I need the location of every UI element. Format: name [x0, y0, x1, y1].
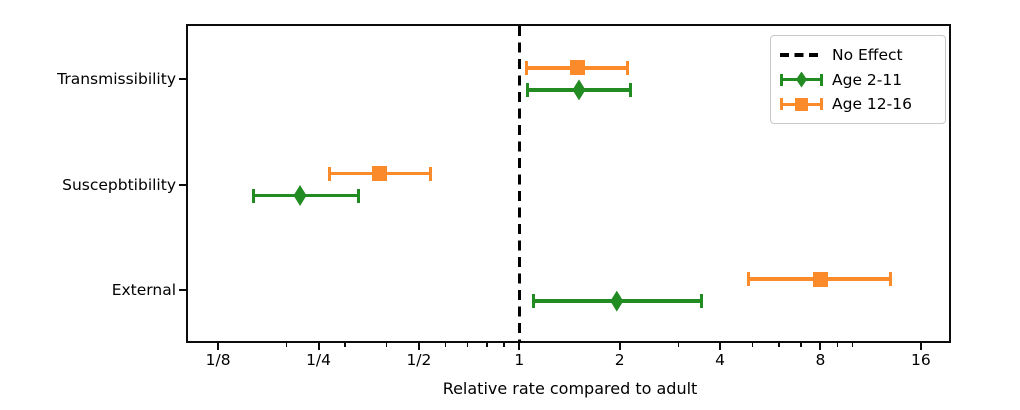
- x-axis-tick-label: 16: [910, 351, 931, 369]
- diamond-marker: [572, 79, 586, 101]
- diamond-marker-icon: [796, 71, 807, 88]
- legend-errorbar-cap: [820, 73, 823, 86]
- errorbar-cap-right: [628, 82, 632, 97]
- x-axis-major-tick: [518, 343, 521, 350]
- legend-label-age-2-11: Age 2-11: [832, 70, 903, 89]
- x-axis-tick-label: 1/8: [205, 351, 231, 369]
- errorbar-cap-right: [357, 188, 361, 203]
- x-axis-minor-tick: [486, 343, 488, 347]
- diamond-marker: [293, 185, 307, 206]
- square-marker: [812, 271, 828, 287]
- errorbar-cap-right: [889, 272, 893, 287]
- x-axis-tick-label: 2: [614, 351, 625, 369]
- x-axis-minor-tick: [751, 343, 754, 347]
- y-axis-category-label: Suscepbtibility: [62, 175, 176, 194]
- no-effect-reference-line: [517, 26, 522, 343]
- x-axis-minor-tick: [503, 343, 505, 347]
- x-axis-label: Relative rate compared to adult: [442, 379, 698, 398]
- x-axis-major-tick: [217, 343, 220, 350]
- x-axis-minor-tick: [800, 343, 802, 347]
- x-axis-minor-tick: [836, 343, 839, 347]
- x-axis-major-tick: [317, 343, 320, 350]
- x-axis-tick-label: 1/2: [406, 351, 432, 369]
- errorbar-cap-right: [700, 294, 704, 309]
- errorbar-cap-left: [526, 82, 530, 97]
- legend-label-age-12-16: Age 12-16: [832, 95, 912, 114]
- errorbar-diamond-icon: [780, 71, 823, 89]
- errorbar-cap-left: [328, 166, 332, 181]
- legend-errorbar-cap: [820, 98, 823, 111]
- x-axis-major-tick: [417, 343, 420, 350]
- legend-errorbar-cap: [780, 98, 783, 111]
- x-axis-minor-tick: [285, 343, 287, 347]
- x-axis-minor-tick: [444, 343, 447, 347]
- legend-label-no-effect: No Effect: [832, 45, 903, 64]
- legend-item-no-effect: No Effect: [780, 46, 941, 64]
- errorbar-cap-right: [625, 60, 629, 75]
- square-marker-icon: [795, 97, 808, 111]
- square-marker: [371, 166, 387, 181]
- x-axis-minor-tick: [344, 343, 346, 347]
- errorbar-square-icon: [780, 95, 823, 113]
- x-axis-minor-tick: [778, 343, 780, 347]
- x-axis-minor-tick: [852, 343, 854, 347]
- square-marker: [569, 60, 585, 76]
- y-axis-tick: [179, 183, 186, 186]
- legend-item-age-12-16: Age 12-16: [780, 95, 941, 113]
- errorbar-cap-left: [531, 294, 535, 309]
- legend-item-age-2-11: Age 2-11: [780, 71, 941, 89]
- x-axis-major-tick: [719, 343, 722, 350]
- y-axis-tick: [179, 289, 186, 292]
- errorbar-cap-left: [747, 272, 751, 287]
- errorbar-cap-right: [428, 166, 432, 181]
- x-axis-major-tick: [919, 343, 922, 350]
- diamond-marker: [610, 290, 624, 312]
- x-axis-tick-label: 1/4: [306, 351, 332, 369]
- y-axis-category-label: External: [111, 281, 176, 300]
- x-axis-minor-tick: [385, 343, 388, 347]
- legend: No Effect Age 2-11 Age 12-16: [770, 35, 946, 124]
- dashed-line-icon: [780, 52, 820, 57]
- errorbar-cap-left: [524, 60, 528, 75]
- x-axis-tick-label: 1: [514, 351, 525, 369]
- errorbar-cap-left: [252, 188, 256, 203]
- x-axis-tick-label: 8: [815, 351, 826, 369]
- y-axis-tick: [179, 77, 186, 80]
- x-axis-major-tick: [819, 343, 822, 350]
- legend-errorbar-cap: [780, 73, 783, 86]
- x-axis-minor-tick: [677, 343, 680, 347]
- x-axis-major-tick: [618, 343, 621, 350]
- y-axis-category-label: Transmissibility: [57, 69, 176, 88]
- x-axis-tick-label: 4: [715, 351, 726, 369]
- x-axis-minor-tick: [466, 343, 469, 347]
